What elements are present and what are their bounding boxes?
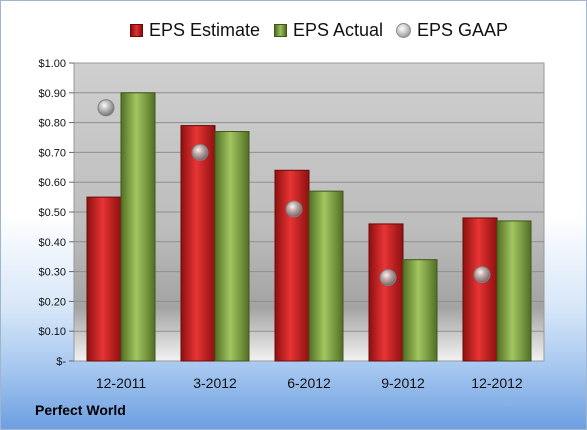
bar-eps-actual	[120, 92, 156, 362]
legend-item-estimate: EPS Estimate	[130, 17, 260, 43]
legend-swatch-actual	[274, 23, 287, 37]
marker-eps-gaap	[285, 200, 303, 218]
x-tick-label: 9-2012	[381, 375, 425, 391]
y-tick-label: $0.10	[38, 326, 66, 338]
marker-eps-gaap	[473, 266, 491, 284]
x-axis-ticks: 12-2011 3-2012 6-2012 9-2012 12-2012	[96, 375, 523, 391]
x-tick-label: 3-2012	[193, 375, 237, 391]
legend-item-gaap: EPS GAAP	[396, 17, 508, 43]
y-axis-ticks: $- $0.10 $0.20 $0.30 $0.40 $0.50 $0.60 $0.70 $0.…	[38, 58, 74, 368]
bar-eps-estimate	[86, 196, 122, 362]
legend-label-actual: EPS Actual	[293, 19, 384, 40]
legend-item-actual: EPS Actual	[274, 17, 383, 43]
bar-eps-estimate	[180, 125, 216, 362]
bar-eps-estimate	[368, 223, 404, 362]
legend-label-gaap: EPS GAAP	[417, 19, 509, 40]
bar-eps-actual	[214, 131, 250, 362]
bar-eps-estimate	[462, 217, 498, 362]
y-tick-label: $1.00	[38, 58, 66, 70]
y-tick-label: $0.70	[38, 147, 66, 159]
marker-eps-gaap	[379, 269, 397, 287]
x-tick-label: 6-2012	[287, 375, 331, 391]
y-tick-label: $-	[56, 356, 66, 368]
x-tick-label: 12-2011	[96, 375, 147, 391]
legend-label-estimate: EPS Estimate	[149, 19, 261, 40]
bar-eps-estimate	[274, 169, 310, 362]
y-tick-label: $0.30	[38, 267, 66, 279]
y-tick-label: $0.60	[38, 177, 66, 189]
company-label: Perfect World	[35, 402, 126, 418]
x-tick-label: 12-2012	[471, 375, 523, 391]
bar-eps-actual	[496, 220, 532, 362]
bar-eps-actual	[308, 190, 344, 362]
marker-eps-gaap	[191, 143, 209, 161]
gaap-markers	[97, 99, 491, 287]
marker-eps-gaap	[97, 99, 115, 117]
y-tick-label: $0.90	[38, 88, 66, 100]
legend-marker-gaap	[396, 22, 411, 38]
y-tick-label: $0.50	[38, 207, 66, 219]
legend: EPS Estimate EPS Actual EPS GAAP	[1, 17, 586, 43]
bar-eps-actual	[402, 259, 438, 362]
y-tick-label: $0.40	[38, 237, 66, 249]
y-tick-label: $0.20	[38, 296, 66, 308]
bars	[86, 92, 532, 362]
y-tick-label: $0.80	[38, 118, 66, 130]
legend-swatch-estimate	[130, 23, 143, 37]
